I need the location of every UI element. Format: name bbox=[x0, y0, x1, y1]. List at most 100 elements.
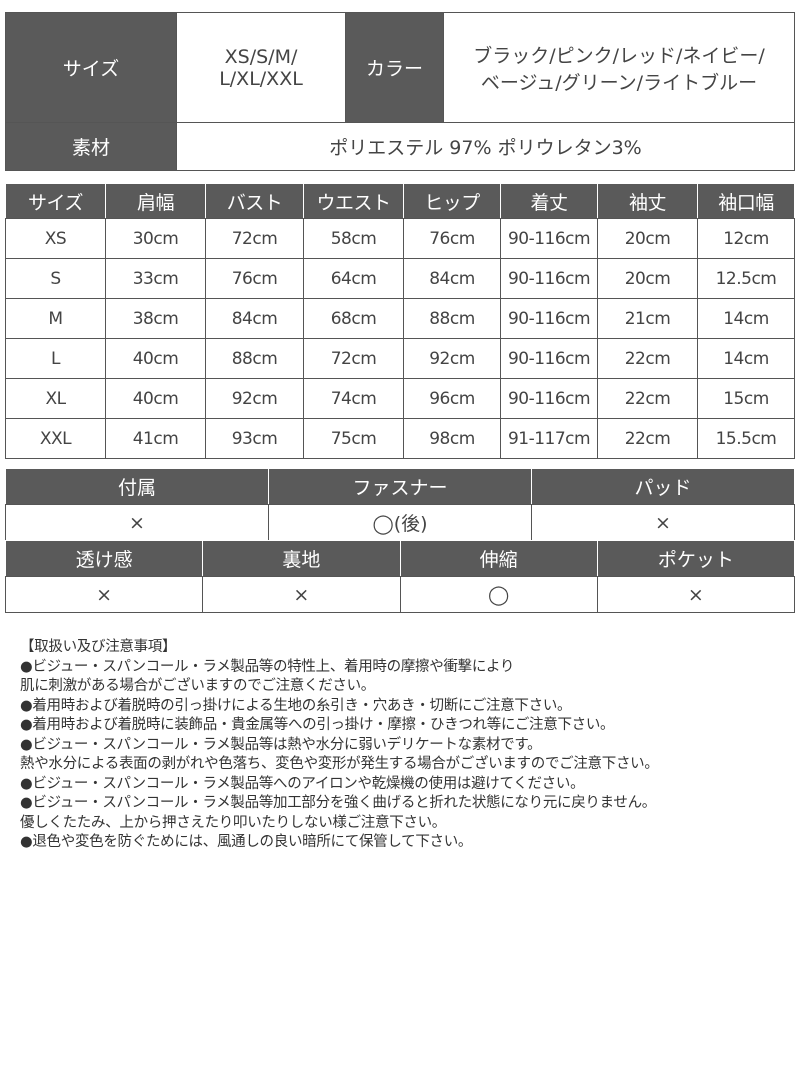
table-cell: S bbox=[5, 258, 106, 299]
feature-label: ポケット bbox=[596, 540, 796, 577]
feature-value: × bbox=[202, 576, 401, 613]
table-cell: 64cm bbox=[303, 258, 404, 299]
table-cell: 72cm bbox=[205, 218, 304, 259]
feature-label: 透け感 bbox=[4, 540, 204, 577]
note-line: 熱や水分による表面の剥がれや色落ち、変色や変形が発生する場合がございますのでご注… bbox=[20, 756, 659, 772]
table-cell: 92cm bbox=[403, 338, 501, 379]
table-cell: 20cm bbox=[597, 218, 698, 259]
table-cell: 38cm bbox=[105, 298, 206, 339]
feature-value: × bbox=[531, 504, 795, 541]
table-row: S 33cm 76cm 64cm 84cm 90-116cm 20cm 12.5cm bbox=[5, 258, 795, 299]
note-line: ●退色や変色を防ぐためには、風通しの良い暗所にて保管して下さい。 bbox=[20, 834, 473, 850]
column-header: 着丈 bbox=[500, 183, 598, 219]
table-cell: 88cm bbox=[205, 338, 304, 379]
column-header: 袖丈 bbox=[597, 183, 698, 219]
material-label: 素材 bbox=[5, 122, 177, 171]
feature-label: 付属 bbox=[5, 468, 269, 505]
table-cell: 33cm bbox=[105, 258, 206, 299]
features-table-1: 付属 ファスナー パッド × ◯(後) × bbox=[5, 468, 795, 541]
table-cell: 14cm bbox=[697, 338, 795, 379]
table-cell: L bbox=[5, 338, 106, 379]
features-table-2: 透け感 裏地 伸縮 ポケット × × ◯ × bbox=[4, 540, 796, 613]
table-cell: 93cm bbox=[205, 418, 304, 459]
table-cell: 90-116cm bbox=[500, 378, 598, 419]
feature-label: 伸縮 bbox=[399, 540, 598, 577]
features-values: × ◯(後) × bbox=[5, 504, 795, 541]
table-cell: 41cm bbox=[105, 418, 206, 459]
features-header: 透け感 裏地 伸縮 ポケット bbox=[4, 540, 796, 577]
table-cell: 40cm bbox=[105, 378, 206, 419]
table-cell: M bbox=[5, 298, 106, 339]
feature-label: パッド bbox=[531, 468, 795, 505]
table-cell: 22cm bbox=[597, 338, 698, 379]
table-cell: 72cm bbox=[303, 338, 404, 379]
table-cell: 76cm bbox=[403, 218, 501, 259]
note-line: ●ビジュー・スパンコール・ラメ製品等の特性上、着用時の摩擦や衝撃により bbox=[20, 658, 515, 675]
note-line: ●ビジュー・スパンコール・ラメ製品等へのアイロンや乾燥機の使用は避けてください。 bbox=[20, 775, 585, 792]
table-cell: 22cm bbox=[597, 378, 698, 419]
table-cell: 76cm bbox=[205, 258, 304, 299]
note-line: ●着用時および着脱時に装飾品・貴金属等への引っ掛け・摩擦・ひきつれ等にご注意下さ… bbox=[20, 717, 615, 733]
note-line: ●ビジュー・スパンコール・ラメ製品等は熱や水分に弱いデリケートな素材です。 bbox=[20, 736, 542, 753]
table-cell: 15cm bbox=[697, 378, 795, 419]
size-value: XS/S/M/L/XL/XXL bbox=[176, 12, 346, 123]
table-cell: 90-116cm bbox=[500, 258, 598, 299]
table-row: XS 30cm 72cm 58cm 76cm 90-116cm 20cm 12cm bbox=[5, 218, 795, 259]
table-cell: 12.5cm bbox=[697, 258, 795, 299]
table-cell: 75cm bbox=[303, 418, 404, 459]
size-table-header: サイズ 肩幅 バスト ウエスト ヒップ 着丈 袖丈 袖口幅 bbox=[5, 183, 795, 219]
table-cell: 90-116cm bbox=[500, 338, 598, 379]
table-cell: 15.5cm bbox=[697, 418, 795, 459]
feature-value: ◯ bbox=[399, 576, 598, 613]
note-line: ●ビジュー・スパンコール・ラメ製品等加工部分を強く曲げると折れた状態になり元に戻… bbox=[20, 795, 656, 811]
table-cell: 20cm bbox=[597, 258, 698, 299]
note-line: ●着用時および着脱時の引っ掛けによる生地の糸引き・穴あき・切断にご注意下さい。 bbox=[20, 697, 572, 714]
color-label: カラー bbox=[345, 12, 444, 123]
size-table: サイズ 肩幅 バスト ウエスト ヒップ 着丈 袖丈 袖口幅 XS 30cm 72cm 58cm 76c… bbox=[5, 183, 795, 459]
feature-value: × bbox=[596, 576, 796, 613]
material-value: ポリエステル 97% ポリウレタン3% bbox=[176, 122, 795, 171]
table-row: M 38cm 84cm 68cm 88cm 90-116cm 21cm 14cm bbox=[5, 298, 795, 339]
table-cell: 58cm bbox=[303, 218, 404, 259]
size-label: サイズ bbox=[5, 12, 177, 123]
note-line: 肌に刺激がある場合がございますのでご注意ください。 bbox=[20, 678, 375, 694]
feature-label: ファスナー bbox=[268, 468, 532, 505]
table-cell: 84cm bbox=[403, 258, 501, 299]
color-value-line: ベージュ/グリーン/ライトブルー bbox=[480, 71, 758, 94]
feature-value: ◯(後) bbox=[268, 504, 532, 541]
table-row: XXL 41cm 93cm 75cm 98cm 91-117cm 22cm 15.5cm bbox=[5, 418, 795, 459]
table-cell: XL bbox=[5, 378, 106, 419]
table-cell: 88cm bbox=[403, 298, 501, 339]
table-cell: 68cm bbox=[303, 298, 404, 339]
size-value-line: XS/S/M/ bbox=[224, 45, 298, 68]
table-row: L 40cm 88cm 72cm 92cm 90-116cm 22cm 14cm bbox=[5, 338, 795, 379]
table-cell: 12cm bbox=[697, 218, 795, 259]
table-cell: 74cm bbox=[303, 378, 404, 419]
column-header: 袖口幅 bbox=[697, 183, 795, 219]
care-notes: 【取扱い及び注意事項】 ●ビジュー・スパンコール・ラメ製品等の特性上、着用時の摩… bbox=[20, 638, 659, 853]
color-value: ブラック/ピンク/レッド/ネイビー/ベージュ/グリーン/ライトブルー bbox=[443, 12, 795, 123]
table-cell: 91-117cm bbox=[500, 418, 598, 459]
note-line: 優しくたたみ、上から押さえたり叩いたりしない様ご注意下さい。 bbox=[20, 814, 446, 831]
column-header: 肩幅 bbox=[105, 183, 206, 219]
table-cell: 98cm bbox=[403, 418, 501, 459]
feature-value: × bbox=[4, 576, 204, 613]
spec-table: サイズ XS/S/M/L/XL/XXL カラー ブラック/ピンク/レッド/ネイビ… bbox=[5, 12, 795, 171]
table-cell: 21cm bbox=[597, 298, 698, 339]
table-cell: 84cm bbox=[205, 298, 304, 339]
table-cell: XXL bbox=[5, 418, 106, 459]
column-header: ウエスト bbox=[303, 183, 404, 219]
column-header: バスト bbox=[205, 183, 304, 219]
table-cell: 14cm bbox=[697, 298, 795, 339]
column-header: ヒップ bbox=[403, 183, 501, 219]
size-value-line: L/XL/XXL bbox=[219, 67, 303, 90]
table-cell: 90-116cm bbox=[500, 218, 598, 259]
table-row: XL 40cm 92cm 74cm 96cm 90-116cm 22cm 15cm bbox=[5, 378, 795, 419]
table-cell: 22cm bbox=[597, 418, 698, 459]
table-cell: 30cm bbox=[105, 218, 206, 259]
feature-label: 裏地 bbox=[202, 540, 401, 577]
column-header: サイズ bbox=[5, 183, 106, 219]
table-cell: 40cm bbox=[105, 338, 206, 379]
features-values: × × ◯ × bbox=[4, 576, 796, 613]
table-cell: 92cm bbox=[205, 378, 304, 419]
